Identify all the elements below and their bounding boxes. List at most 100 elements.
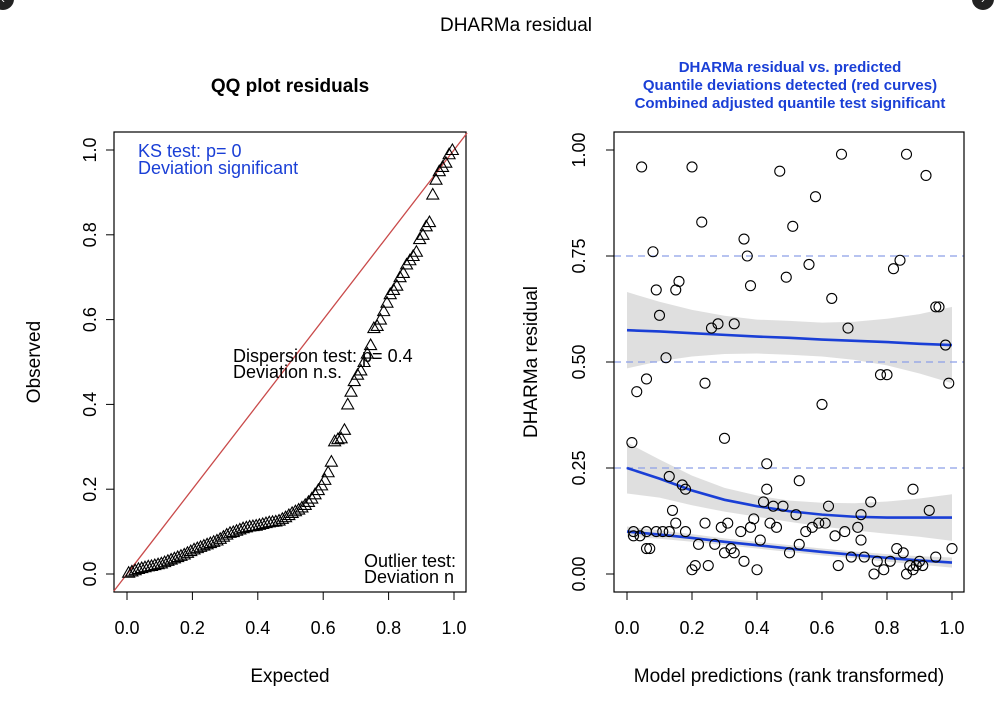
residual-title-line-2: Quantile deviations detected (red curves… [643,77,937,94]
residual-point [933,301,945,313]
residual-point [777,500,789,512]
qq-point [157,555,172,568]
qq-plot-frame [113,131,467,593]
residual-point [663,526,675,538]
dispersion-test-text: Dispersion test: p= 0.4 [233,346,413,366]
residual-point [754,534,766,546]
qq-xtick-label: 0.2 [180,618,205,638]
qq-point [383,287,398,300]
residual-point [829,530,841,542]
qq-reference-line [113,132,468,592]
residual-point [640,373,653,385]
residual-xtick-label: 0.4 [744,618,769,638]
residual-point [647,246,659,258]
residual-point [653,309,666,321]
residual-point [728,318,740,330]
qq-point [412,231,427,245]
residual-point [832,559,844,572]
residual-point [679,526,692,538]
residual-point [728,547,740,559]
residual-point [718,432,731,444]
residual-xtick-label: 0.0 [614,618,639,638]
qq-xlabel: Expected [250,666,329,687]
residual-point [650,526,662,538]
residual-point [793,538,805,550]
qq-point [353,363,368,376]
qq-point [206,534,221,547]
residual-point [884,555,896,567]
prev-image-button[interactable]: ‹ [0,0,14,10]
qq-point [334,431,349,444]
residual-xtick-label: 0.8 [874,618,899,638]
residual-point [816,398,828,410]
qq-ytick-label: 1.0 [80,137,100,162]
qq-xtick-label: 0.0 [114,618,139,638]
qq-point [285,505,300,518]
residual-point [735,526,747,538]
qq-plot-title: QQ plot residuals [211,76,369,97]
residual-points [626,148,958,580]
qq-point [347,373,362,387]
qq-point [406,248,421,262]
qq-point [363,337,378,351]
qq-xtick-label: 0.4 [245,618,270,638]
residual-point [900,148,913,160]
qq-point [223,525,237,538]
dispersion-deviation-text: Deviation n.s. [233,362,342,382]
residual-point [930,551,942,563]
qq-point [419,219,434,232]
qq-point [317,472,332,485]
qq-point [151,557,166,570]
qq-point [272,513,287,526]
qq-point [200,537,215,550]
quantile-band [627,442,952,541]
qq-point [415,227,430,240]
residual-xlabel: Model predictions (rank transformed) [634,666,944,687]
qq-point [366,320,381,334]
qq-ytick-label: 0.2 [80,477,100,502]
qq-xtick-label: 0.8 [376,618,401,638]
qq-point [209,533,224,546]
qq-point [167,551,182,564]
qq-point [275,511,290,524]
qq-point [389,278,404,291]
ks-deviation-text: Deviation significant [138,158,298,178]
residual-point [738,233,750,245]
qq-point [154,556,169,569]
qq-point [432,164,447,177]
qq-point [409,244,424,257]
residual-point [689,559,701,572]
qq-point [268,514,283,527]
residual-point [666,504,679,516]
qq-point [327,434,342,447]
residual-point [699,517,711,529]
qq-point [281,507,296,521]
residual-point [793,475,805,487]
residual-ytick-label: 0.25 [569,450,589,485]
residual-point [842,322,854,334]
residual-point [644,543,656,555]
qq-point [232,522,247,535]
residual-point [748,513,760,525]
residual-point [670,517,682,529]
qq-point [278,510,293,523]
residual-point [636,161,648,173]
residual-point [855,509,867,521]
qq-point [380,295,394,308]
qq-point [386,282,401,295]
residual-point [790,509,802,521]
residual-ytick-label: 0.75 [569,238,589,273]
qq-point [308,487,322,500]
residual-point [663,470,675,483]
residual-point [780,271,792,283]
residual-ytick-label: 0.00 [569,556,589,591]
qq-point [128,563,143,576]
outlier-test-text: Outlier test: [364,551,456,571]
residual-ytick-label: 0.50 [569,344,589,379]
qq-point [298,497,313,510]
residual-axes: 0.0 0.2 0.4 0.6 0.8 1.0 0.00 0.25 0.50 0.75 1.00 [569,132,965,638]
qq-point [396,265,411,279]
next-image-button[interactable]: › [972,0,994,10]
residual-point [874,369,887,381]
qq-point [193,539,208,552]
